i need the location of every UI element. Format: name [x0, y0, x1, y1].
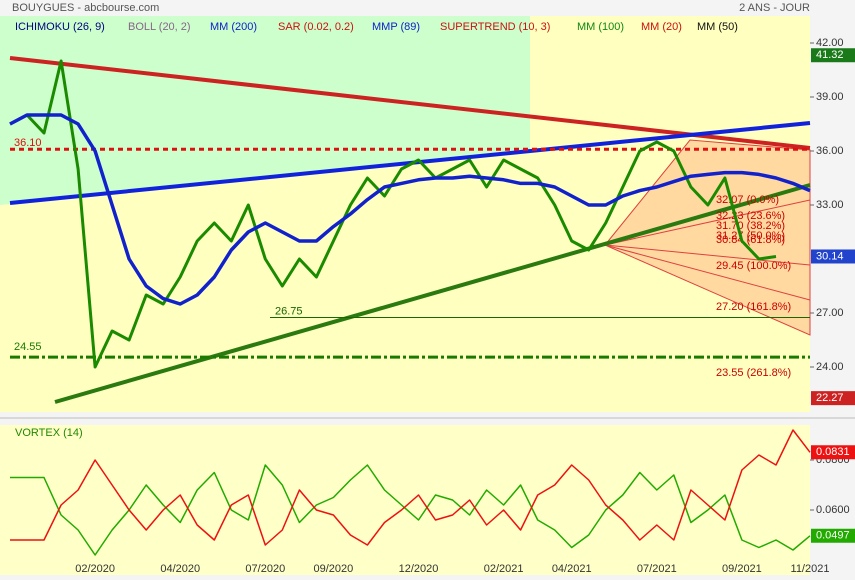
- zone-fill: [0, 16, 530, 205]
- x-tick-label: 02/2021: [484, 563, 524, 575]
- x-tick-label: 09/2020: [314, 563, 354, 575]
- trend-line: [9, 56, 811, 150]
- level-label: 36.10: [14, 137, 42, 149]
- fib-label: 32.07 (0.0%): [716, 194, 779, 206]
- price-label: 0.0831: [816, 446, 850, 458]
- vortex-panel: [0, 425, 810, 575]
- fib-label: 29.45 (100.0%): [716, 260, 791, 272]
- legend-entry: MM (100): [577, 21, 624, 33]
- legend-entry: MM (50): [697, 21, 738, 33]
- legend-entry: MM (200): [210, 21, 257, 33]
- legend-entry: MMP (89): [372, 21, 420, 33]
- fib-line: [604, 244, 811, 301]
- y-tick-label: 39.00: [816, 91, 844, 103]
- fib-label: 30.84 (61.8%): [716, 234, 785, 246]
- x-tick-label: 04/2020: [160, 563, 200, 575]
- legend-entry: SAR (0.02, 0.2): [278, 21, 354, 33]
- y-tick-label: 27.00: [816, 307, 844, 319]
- fib-label: 23.55 (261.8%): [716, 367, 791, 379]
- legend-entry: MM (20): [641, 21, 682, 33]
- fib-line: [604, 199, 811, 246]
- price-label: 41.32: [816, 49, 844, 61]
- series-line: [9, 113, 811, 306]
- price-box: [811, 445, 855, 460]
- y-tick-label: 24.00: [816, 361, 844, 373]
- panel-title: VORTEX (14): [15, 427, 83, 439]
- x-tick-label: 02/2020: [75, 563, 115, 575]
- series-line: [9, 59, 777, 369]
- series-line: [10, 429, 811, 546]
- trend-line: [54, 183, 811, 404]
- x-tick-label: 07/2021: [637, 563, 677, 575]
- fib-label: 31.70 (38.2%): [716, 220, 785, 232]
- price-label: 22.27: [816, 392, 844, 404]
- legend-entry: BOLL (20, 2): [128, 21, 191, 33]
- y-tick-label: 42.00: [816, 37, 844, 49]
- fib-line: [604, 244, 811, 266]
- x-tick-label: 07/2020: [245, 563, 285, 575]
- x-tick-label: 04/2021: [552, 563, 592, 575]
- price-box: [811, 48, 855, 63]
- y-tick-label: 33.00: [816, 199, 844, 211]
- x-tick-label: 09/2021: [722, 563, 762, 575]
- x-tick-label: 12/2020: [399, 563, 439, 575]
- x-tick-label: 11/2021: [791, 563, 830, 575]
- price-box: [811, 391, 855, 406]
- legend-entry: ICHIMOKU (26, 9): [15, 21, 105, 33]
- y-tick-label: 36.00: [816, 145, 844, 157]
- level-label: 26.75: [275, 305, 303, 317]
- fib-label: 27.20 (161.8%): [716, 301, 791, 313]
- fib-label: 31.27 (50.0%): [716, 230, 785, 242]
- legend-entry: SUPERTREND (10, 3): [440, 21, 550, 33]
- series-line: [10, 464, 811, 556]
- y-tick-label: 0.0600: [816, 504, 850, 516]
- header-title: BOUYGUES - abcbourse.com: [12, 2, 159, 14]
- layer: ICHIMOKU (26, 9) BOLL (20, 2) MM (200) SAR …: [9, 21, 855, 575]
- header-period: 2 ANS - JOUR: [739, 2, 810, 14]
- price-label: 30.14: [816, 250, 844, 262]
- price-label: 0.0497: [816, 530, 850, 542]
- price-box: [811, 249, 855, 264]
- price-box: [811, 528, 855, 543]
- level-label: 24.55: [14, 341, 42, 353]
